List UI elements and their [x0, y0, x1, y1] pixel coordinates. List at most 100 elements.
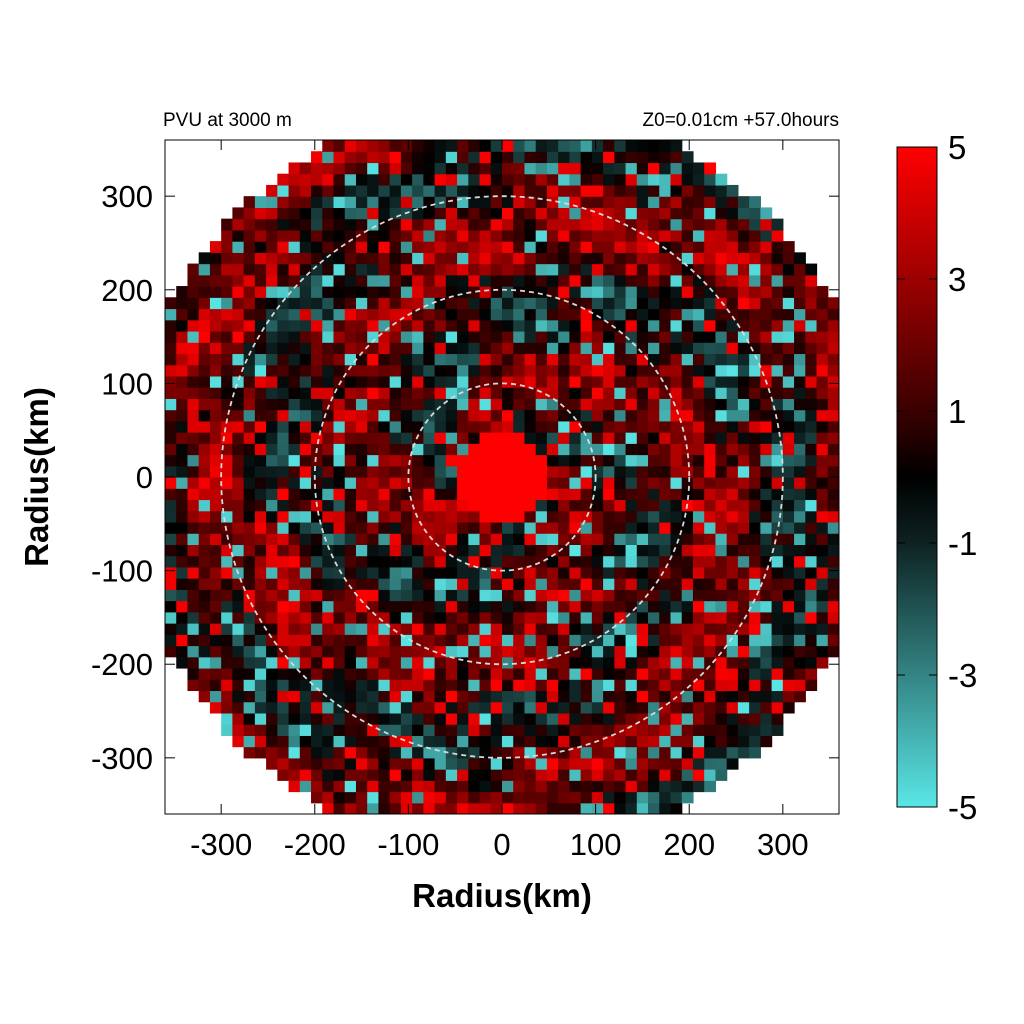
- heatmap-cell: [535, 701, 548, 714]
- heatmap-cell: [670, 196, 683, 208]
- heatmap-cell: [378, 274, 391, 287]
- heatmap-cell: [782, 488, 795, 501]
- heatmap-cell: [187, 488, 200, 501]
- heatmap-cell: [827, 398, 839, 411]
- heatmap-cell: [794, 353, 806, 366]
- heatmap-cell: [580, 510, 593, 523]
- heatmap-cell: [715, 611, 728, 624]
- heatmap-cell: [333, 375, 346, 388]
- heatmap-cell: [603, 140, 615, 152]
- heatmap-cell: [771, 488, 784, 501]
- heatmap-cell: [389, 645, 402, 658]
- heatmap-cell: [603, 297, 615, 310]
- heatmap-cell: [445, 578, 458, 590]
- heatmap-cell: [333, 499, 346, 512]
- heatmap-cell: [603, 791, 615, 804]
- heatmap-cell: [546, 465, 559, 478]
- heatmap-cell: [445, 409, 458, 422]
- heatmap-cell: [221, 252, 233, 265]
- heatmap-cell: [232, 667, 245, 680]
- heatmap-cell: [434, 443, 447, 456]
- heatmap-cell: [378, 667, 391, 680]
- heatmap-cell: [378, 510, 391, 523]
- heatmap-cell: [704, 623, 717, 635]
- heatmap-cell: [535, 780, 548, 793]
- heatmap-cell: [681, 151, 694, 164]
- heatmap-cell: [490, 454, 503, 467]
- heatmap-cell: [569, 769, 582, 781]
- heatmap-cell: [749, 667, 761, 680]
- heatmap-cell: [457, 263, 469, 276]
- heatmap-cell: [344, 645, 357, 658]
- heatmap-cell: [423, 319, 436, 332]
- heatmap-cell: [209, 600, 222, 613]
- heatmap-cell: [367, 477, 380, 489]
- heatmap-cell: [715, 746, 728, 759]
- heatmap-cell: [367, 308, 380, 321]
- heatmap-cell: [333, 274, 346, 287]
- heatmap-cell: [827, 387, 839, 399]
- heatmap-cell: [434, 252, 447, 265]
- heatmap-cell: [648, 218, 660, 231]
- heatmap-cell: [524, 140, 537, 152]
- heatmap-cell: [254, 634, 267, 647]
- heatmap-cell: [648, 241, 660, 253]
- heatmap-cell: [569, 387, 582, 399]
- heatmap-cell: [648, 196, 660, 208]
- heatmap-cell: [322, 656, 335, 669]
- heatmap-cell: [333, 286, 346, 298]
- heatmap-cell: [636, 409, 649, 422]
- heatmap-cell: [333, 263, 346, 276]
- heatmap-cell: [266, 196, 278, 208]
- heatmap-cell: [715, 420, 728, 433]
- heatmap-cell: [333, 589, 346, 602]
- heatmap-cell: [423, 499, 436, 512]
- heatmap-cell: [636, 465, 649, 478]
- heatmap-cell: [625, 140, 638, 152]
- heatmap-cell: [546, 724, 559, 736]
- heatmap-cell: [737, 330, 750, 343]
- heatmap-cell: [333, 173, 346, 186]
- heatmap-cell: [558, 477, 570, 489]
- heatmap-cell: [355, 521, 368, 534]
- heatmap-cell: [322, 634, 335, 647]
- heatmap-cell: [412, 432, 424, 444]
- heatmap-cell: [625, 297, 638, 310]
- heatmap-cell: [513, 690, 526, 703]
- heatmap-cell: [423, 196, 436, 208]
- heatmap-cell: [389, 420, 402, 433]
- heatmap-cell: [209, 263, 222, 276]
- heatmap-cell: [513, 510, 526, 523]
- heatmap-cell: [692, 387, 705, 399]
- heatmap-cell: [771, 342, 784, 355]
- heatmap-cell: [445, 207, 458, 220]
- heatmap-cell: [591, 769, 604, 781]
- heatmap-cell: [726, 297, 739, 310]
- heatmap-cell: [670, 342, 683, 355]
- heatmap-cell: [816, 589, 829, 602]
- heatmap-cell: [378, 387, 391, 399]
- heatmap-cell: [209, 454, 222, 467]
- heatmap-cell: [580, 274, 593, 287]
- heatmap-cell: [648, 308, 660, 321]
- heatmap-cell: [625, 465, 638, 478]
- heatmap-cell: [187, 342, 200, 355]
- heatmap-cell: [670, 140, 683, 152]
- heatmap-cell: [737, 409, 750, 422]
- heatmap-cell: [614, 544, 627, 557]
- heatmap-cell: [288, 319, 301, 332]
- heatmap-cell: [423, 566, 436, 579]
- heatmap-cell: [535, 398, 548, 411]
- heatmap-cell: [165, 364, 177, 377]
- heatmap-cell: [423, 802, 436, 814]
- heatmap-cell: [816, 342, 829, 355]
- heatmap-cell: [299, 218, 312, 231]
- heatmap-cell: [524, 499, 537, 512]
- heatmap-cell: [344, 477, 357, 489]
- heatmap-cell: [569, 667, 582, 680]
- heatmap-cell: [412, 701, 424, 714]
- heatmap-cell: [569, 578, 582, 590]
- heatmap-cell: [187, 578, 200, 590]
- heatmap-cell: [805, 465, 818, 478]
- heatmap-cell: [412, 263, 424, 276]
